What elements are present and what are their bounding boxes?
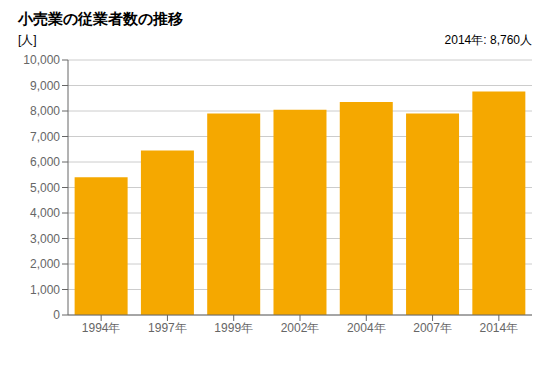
svg-text:9,000: 9,000 bbox=[30, 79, 60, 93]
svg-text:5,000: 5,000 bbox=[30, 181, 60, 195]
svg-text:1997年: 1997年 bbox=[148, 321, 187, 335]
svg-text:2007年: 2007年 bbox=[413, 321, 452, 335]
svg-text:7,000: 7,000 bbox=[30, 130, 60, 144]
svg-text:4,000: 4,000 bbox=[30, 206, 60, 220]
svg-text:1994年: 1994年 bbox=[82, 321, 121, 335]
svg-text:3,000: 3,000 bbox=[30, 232, 60, 246]
svg-text:1,000: 1,000 bbox=[30, 283, 60, 297]
html-text:小売業の従業者数の推移: 小売業の従業者数の推移 bbox=[18, 10, 183, 27]
svg-text:0: 0 bbox=[53, 308, 60, 322]
html-text:2014年: 8,760人: 2014年: 8,760人 bbox=[444, 33, 532, 47]
svg-text:8,000: 8,000 bbox=[30, 104, 60, 118]
svg-text:2014年: 2014年 bbox=[480, 321, 519, 335]
svg-text:2002年: 2002年 bbox=[281, 321, 320, 335]
svg-text:6,000: 6,000 bbox=[30, 155, 60, 169]
svg-text:2004年: 2004年 bbox=[347, 321, 386, 335]
html-text:[人]: [人] bbox=[18, 33, 37, 47]
svg-text:2,000: 2,000 bbox=[30, 257, 60, 271]
svg-text:10,000: 10,000 bbox=[23, 53, 60, 67]
svg-text:1999年: 1999年 bbox=[214, 321, 253, 335]
